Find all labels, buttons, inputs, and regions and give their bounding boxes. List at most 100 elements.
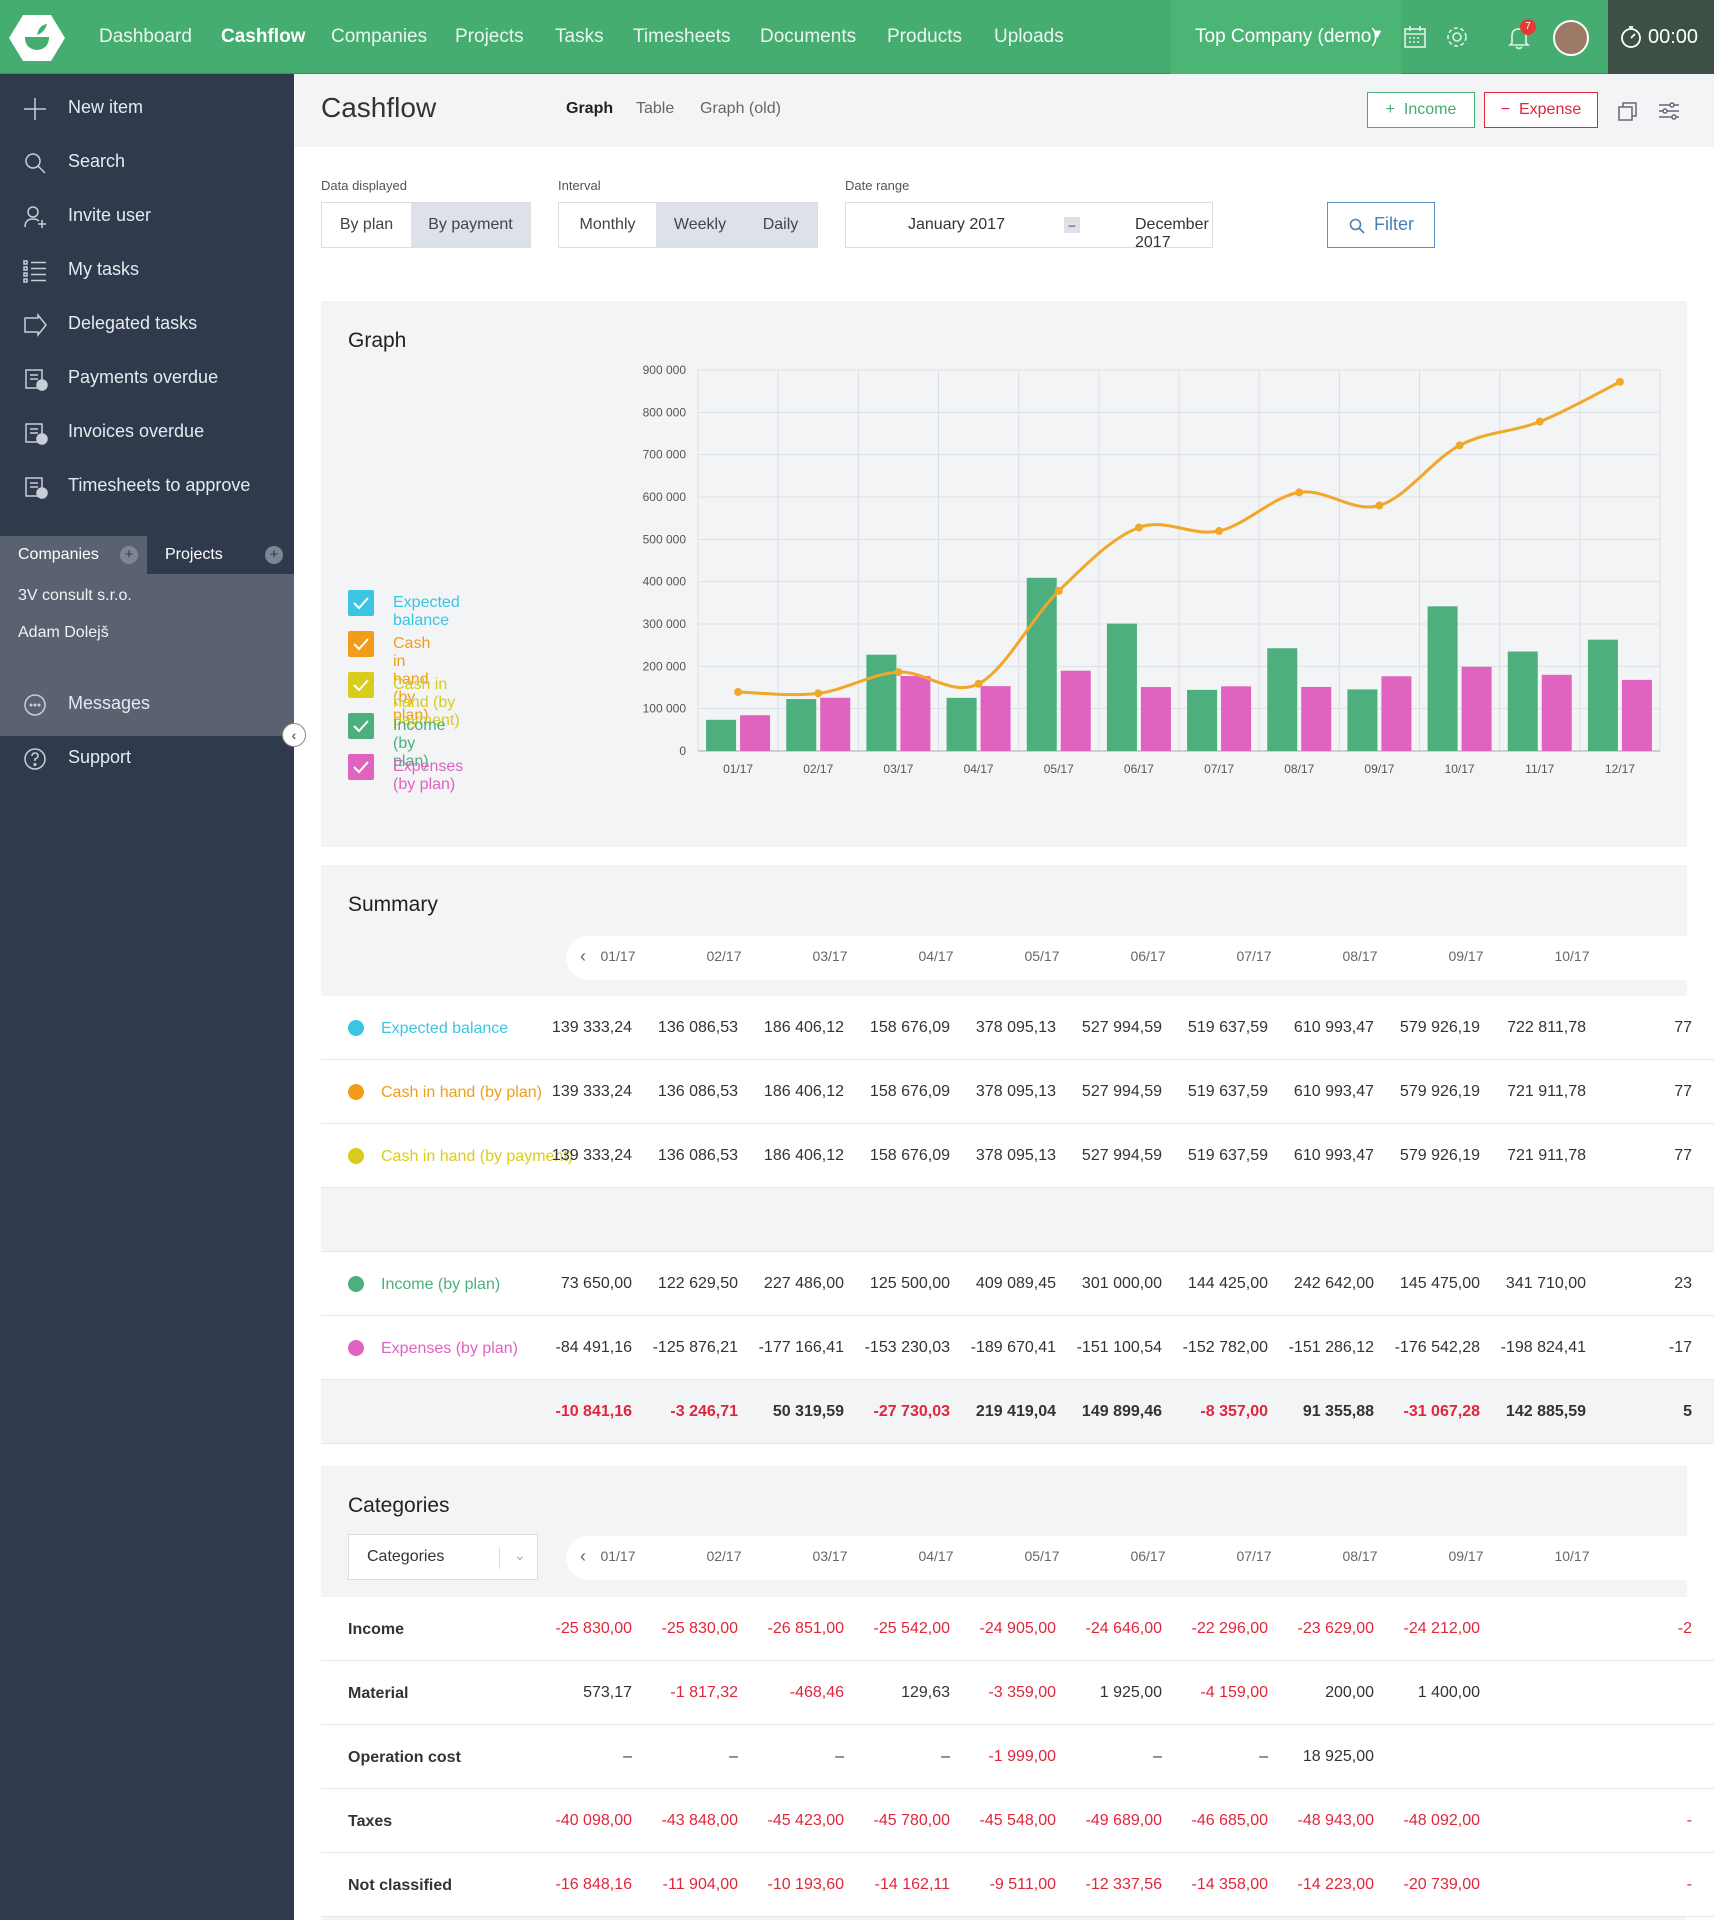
cash-in-hand-point[interactable] xyxy=(1215,527,1224,536)
cash-in-hand-point[interactable] xyxy=(1054,586,1063,595)
add-project-icon[interactable]: + xyxy=(265,546,283,564)
cash-in-hand-point[interactable] xyxy=(1615,377,1624,386)
collapse-sidebar-button[interactable]: ‹ xyxy=(282,723,306,747)
expense-bar[interactable] xyxy=(1461,666,1492,751)
sidebar-item-new-item[interactable]: New item xyxy=(0,88,294,128)
sidebar-company-item[interactable]: 3V consult s.r.o. xyxy=(18,587,132,604)
sidebar-item-messages[interactable]: Messages xyxy=(0,684,294,724)
category-row[interactable]: Taxes -40 098,00 -43 848,00 -45 423,00 -45 7… xyxy=(321,1789,1714,1853)
income-bar[interactable] xyxy=(1507,651,1538,751)
nav-timesheets[interactable]: Timesheets xyxy=(633,26,731,47)
sidebar-item-invoices-overdue[interactable]: Invoices overdue xyxy=(0,412,294,452)
income-bar[interactable] xyxy=(706,719,737,751)
sliders-icon[interactable] xyxy=(1656,98,1682,124)
sidebar-item-delegated-tasks[interactable]: Delegated tasks xyxy=(0,304,294,344)
expense-bar[interactable] xyxy=(1621,679,1652,751)
date-from[interactable]: January 2017 xyxy=(908,216,1005,233)
checkbox-checked-icon[interactable] xyxy=(348,631,374,657)
copy-icon[interactable] xyxy=(1614,98,1640,124)
income-bar[interactable] xyxy=(1427,606,1458,751)
income-bar[interactable] xyxy=(866,654,897,751)
category-row[interactable]: Income -25 830,00 -25 830,00 -26 851,00 -25 … xyxy=(321,1597,1714,1661)
expense-bar[interactable] xyxy=(740,715,771,751)
by-plan-option[interactable]: By plan xyxy=(339,216,394,233)
cash-in-hand-point[interactable] xyxy=(734,688,743,697)
nav-uploads[interactable]: Uploads xyxy=(994,26,1064,47)
expense-bar[interactable] xyxy=(1060,670,1091,751)
cash-in-hand-point[interactable] xyxy=(814,689,823,698)
nav-dashboard[interactable]: Dashboard xyxy=(99,26,192,47)
tab-projects[interactable]: Projects + xyxy=(147,536,294,574)
chevron-left-icon[interactable]: ‹ xyxy=(580,1546,586,1566)
app-logo-icon[interactable] xyxy=(9,13,65,63)
calendar-icon[interactable] xyxy=(1402,24,1428,50)
avatar[interactable] xyxy=(1553,20,1589,56)
weekly-option[interactable]: Weekly xyxy=(656,203,744,247)
cash-in-hand-point[interactable] xyxy=(1375,501,1384,510)
expense-bar[interactable] xyxy=(980,686,1011,751)
chevron-left-icon[interactable]: ‹ xyxy=(580,946,586,966)
income-bar[interactable] xyxy=(1106,623,1137,751)
cash-in-hand-point[interactable] xyxy=(1455,441,1464,450)
category-row[interactable]: Not classified -16 848,16 -11 904,00 -10 19… xyxy=(321,1853,1714,1917)
cash-in-hand-point[interactable] xyxy=(1134,523,1143,532)
cash-in-hand-point[interactable] xyxy=(1535,417,1544,426)
sidebar-item-support[interactable]: Support xyxy=(0,738,294,778)
income-bar[interactable] xyxy=(1267,648,1298,751)
date-range-label: Date range xyxy=(845,178,910,193)
nav-tasks[interactable]: Tasks xyxy=(555,26,604,47)
nav-companies[interactable]: Companies xyxy=(331,26,428,47)
add-income-button[interactable]: + Income xyxy=(1367,92,1475,128)
sidebar-item-my-tasks[interactable]: My tasks xyxy=(0,250,294,290)
add-expense-button[interactable]: − Expense xyxy=(1484,92,1598,128)
sidebar-item-timesheets-to-approve[interactable]: Timesheets to approve xyxy=(0,466,294,506)
income-bar[interactable] xyxy=(1347,689,1378,751)
sidebar-item-payments-overdue[interactable]: Payments overdue xyxy=(0,358,294,398)
sidebar-item-invite-user[interactable]: Invite user xyxy=(0,196,294,236)
expense-bar[interactable] xyxy=(1140,687,1171,751)
income-bar[interactable] xyxy=(1026,577,1057,751)
categories-select[interactable]: Categories ⌄ xyxy=(348,1534,538,1580)
cash-in-hand-point[interactable] xyxy=(1295,488,1304,497)
expense-bar[interactable] xyxy=(1221,686,1252,751)
add-company-icon[interactable]: + xyxy=(120,546,138,564)
expense-bar[interactable] xyxy=(900,675,931,751)
tab-table[interactable]: Table xyxy=(636,100,675,117)
category-row[interactable]: Operation cost – – – – -1 999,00 – – 18 925,00 xyxy=(321,1725,1714,1789)
nav-cashflow[interactable]: Cashflow xyxy=(221,26,306,47)
checkbox-checked-icon[interactable] xyxy=(348,713,374,739)
company-switcher[interactable]: Top Company (demo) ▼ xyxy=(1171,0,1401,74)
checkbox-checked-icon[interactable] xyxy=(348,672,374,698)
income-bar[interactable] xyxy=(1587,639,1618,751)
expense-bar[interactable] xyxy=(1381,676,1412,751)
summary-column-header: ‹ 01/17 02/17 03/17 04/17 05/17 06/17 07/17 08/… xyxy=(566,936,1714,980)
nav-documents[interactable]: Documents xyxy=(760,26,857,47)
monthly-option[interactable]: Monthly xyxy=(579,216,636,233)
date-range-picker[interactable]: January 2017 – December 2017 xyxy=(845,202,1213,251)
category-row[interactable]: Material 573,17 -1 817,32 -468,46 129,63 -3 3… xyxy=(321,1661,1714,1725)
checkbox-checked-icon[interactable] xyxy=(348,590,374,616)
filter-button[interactable]: Filter xyxy=(1327,202,1435,248)
cash-in-hand-point[interactable] xyxy=(894,668,903,677)
tab-graph[interactable]: Graph xyxy=(566,100,614,117)
by-payment-option[interactable]: By payment xyxy=(411,203,530,247)
tab-companies[interactable]: Companies + xyxy=(0,536,147,574)
daily-option[interactable]: Daily xyxy=(744,203,817,247)
sidebar-item-search[interactable]: Search xyxy=(0,142,294,182)
bell-icon[interactable] xyxy=(1506,24,1532,50)
date-to[interactable]: December 2017 xyxy=(1135,216,1209,251)
expense-bar[interactable] xyxy=(1541,674,1572,751)
timer-button[interactable]: 00:00 xyxy=(1608,0,1714,74)
nav-products[interactable]: Products xyxy=(887,26,962,47)
checkbox-checked-icon[interactable] xyxy=(348,754,374,780)
expense-bar[interactable] xyxy=(1301,686,1332,751)
cash-in-hand-point[interactable] xyxy=(974,679,983,688)
income-bar[interactable] xyxy=(786,699,817,751)
gear-icon[interactable] xyxy=(1444,24,1470,50)
income-bar[interactable] xyxy=(1187,689,1218,751)
sidebar-company-item[interactable]: Adam Dolejš xyxy=(18,624,109,641)
nav-projects[interactable]: Projects xyxy=(455,26,524,47)
tab-graph-old[interactable]: Graph (old) xyxy=(700,100,781,117)
income-bar[interactable] xyxy=(946,697,977,751)
expense-bar[interactable] xyxy=(820,697,851,751)
